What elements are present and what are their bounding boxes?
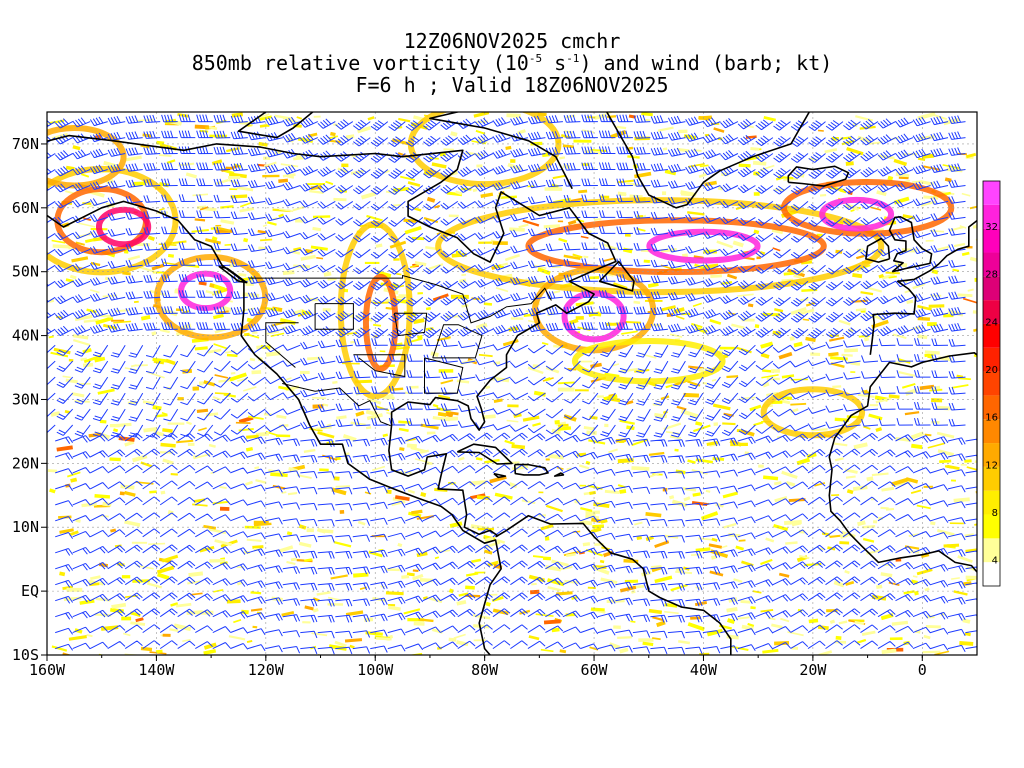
lat-label: 30N: [12, 390, 39, 408]
lon-label: 140W: [138, 661, 175, 679]
colorbar: 4 8 12 16 20 24 28 32: [982, 180, 1001, 587]
lon-label: 0: [918, 661, 927, 679]
colorbar-swatch: [983, 204, 1000, 229]
colorbar-swatch: [983, 300, 1000, 324]
lat-label: 70N: [12, 135, 39, 153]
lon-label: 160W: [29, 661, 66, 679]
title-exp1: -5: [528, 52, 543, 65]
lon-label: 80W: [471, 661, 499, 679]
title-run: 12Z06NOV2025 cmchr: [403, 29, 621, 53]
colorbar-label: 24: [985, 317, 998, 328]
lon-label: 40W: [690, 661, 718, 679]
colorbar-swatch: [983, 466, 1000, 491]
colorbar-swatch: [983, 538, 1000, 563]
map-background: [47, 112, 977, 655]
colorbar-swatch: [983, 419, 1000, 444]
axis-ticks: 160W 140W 120W 100W 80W 60W 40W 20W 0 70N 60N 50N 40…: [12, 135, 927, 679]
colorbar-swatch: [983, 252, 1000, 277]
lat-label: 20N: [12, 454, 39, 472]
colorbar-swatch: [983, 443, 1000, 467]
colorbar-swatch: [983, 276, 1000, 301]
colorbar-swatch: [983, 323, 1000, 348]
colorbar-swatch: [983, 562, 1000, 586]
map-titles: 12Z06NOV2025 cmchr 850mb relative vortic…: [0, 30, 1024, 96]
lat-label: 10S: [12, 646, 39, 664]
title-exp2: -1: [566, 52, 580, 65]
wind-barbs: [47, 114, 977, 655]
lon-label: 120W: [248, 661, 285, 679]
colorbar-label: 20: [985, 365, 998, 376]
colorbar-swatch: [983, 395, 1000, 420]
lat-label: 10N: [12, 518, 39, 536]
map-frame: [46, 111, 978, 656]
colorbar-label: 32: [985, 222, 998, 233]
colorbar-label: 16: [985, 413, 998, 424]
coastlines: [47, 112, 977, 655]
colorbar-swatch: [983, 228, 1000, 253]
lat-label: EQ: [21, 582, 39, 600]
lon-label: 60W: [581, 661, 609, 679]
colorbar-label: 28: [985, 270, 998, 281]
colorbar-swatch: [983, 371, 1000, 396]
lat-label: 50N: [12, 263, 39, 281]
lon-label: 20W: [799, 661, 827, 679]
colorbar-swatch: [983, 514, 1000, 539]
colorbar-swatch: [983, 490, 1000, 515]
title-field-c: ) and wind (barb; kt): [579, 51, 833, 75]
lat-lon-grid: [47, 112, 977, 655]
title-valid: F=6 h ; Valid 18Z06NOV2025: [355, 73, 669, 97]
title-field-b: s: [542, 51, 567, 75]
lat-label: 40N: [12, 327, 39, 345]
colorbar-label: 8: [992, 508, 998, 519]
title-field-a: 850mb relative vorticity (10: [191, 51, 529, 75]
colorbar-swatch: [983, 347, 1000, 372]
title-field: 850mb relative vorticity (10-5 s-1) and …: [0, 52, 1024, 74]
lat-label: 60N: [12, 199, 39, 217]
colorbar-swatch: [983, 181, 1000, 205]
colorbar-label: 12: [985, 460, 998, 471]
colorbar-label: 4: [992, 556, 998, 567]
lon-label: 100W: [357, 661, 394, 679]
